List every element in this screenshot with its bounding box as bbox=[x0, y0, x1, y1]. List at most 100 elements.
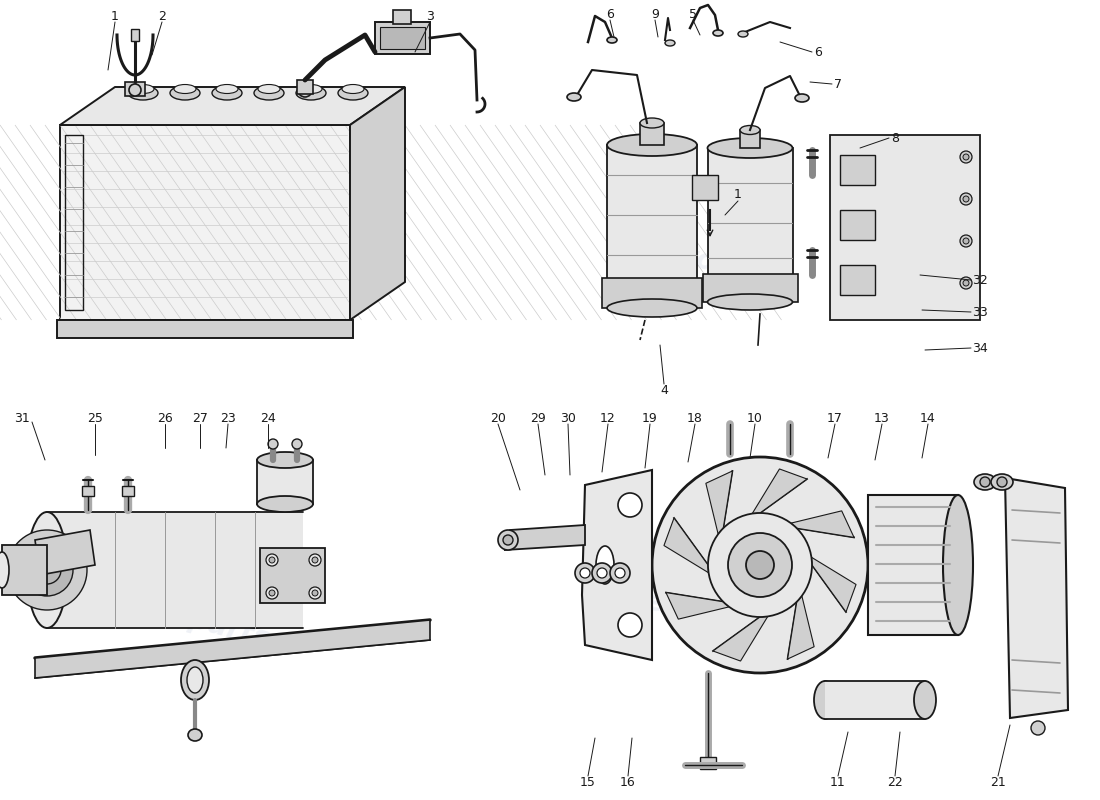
Polygon shape bbox=[666, 593, 729, 619]
Ellipse shape bbox=[666, 40, 675, 46]
Polygon shape bbox=[60, 87, 405, 125]
Ellipse shape bbox=[740, 126, 760, 134]
Circle shape bbox=[503, 535, 513, 545]
Circle shape bbox=[618, 493, 642, 517]
Text: 3: 3 bbox=[426, 10, 433, 22]
Circle shape bbox=[997, 477, 1006, 487]
Text: 19: 19 bbox=[642, 411, 658, 425]
Polygon shape bbox=[57, 320, 353, 338]
Ellipse shape bbox=[132, 85, 154, 94]
Ellipse shape bbox=[216, 85, 238, 94]
Circle shape bbox=[708, 513, 812, 617]
Text: 33: 33 bbox=[972, 306, 988, 318]
Ellipse shape bbox=[128, 86, 158, 100]
Ellipse shape bbox=[257, 452, 314, 468]
Circle shape bbox=[618, 613, 642, 637]
Text: 25: 25 bbox=[87, 411, 103, 425]
Circle shape bbox=[270, 557, 275, 563]
Bar bbox=[740, 130, 760, 148]
Text: europarts: europarts bbox=[118, 232, 273, 298]
Circle shape bbox=[33, 556, 60, 584]
Circle shape bbox=[498, 530, 518, 550]
Text: 16: 16 bbox=[620, 775, 636, 789]
Text: 18: 18 bbox=[688, 411, 703, 425]
Circle shape bbox=[962, 196, 969, 202]
Ellipse shape bbox=[707, 294, 792, 310]
Circle shape bbox=[309, 587, 321, 599]
Text: 13: 13 bbox=[874, 411, 890, 425]
Circle shape bbox=[597, 568, 607, 578]
Polygon shape bbox=[35, 620, 430, 678]
Bar bbox=[692, 175, 718, 200]
Ellipse shape bbox=[300, 85, 322, 94]
Text: 15: 15 bbox=[580, 775, 596, 789]
Ellipse shape bbox=[914, 681, 936, 719]
Circle shape bbox=[575, 563, 595, 583]
Bar bbox=[297, 80, 313, 94]
Bar bbox=[607, 145, 697, 290]
Text: 27: 27 bbox=[192, 411, 208, 425]
Ellipse shape bbox=[607, 299, 697, 317]
Polygon shape bbox=[706, 471, 733, 534]
Circle shape bbox=[960, 151, 972, 163]
Circle shape bbox=[580, 568, 590, 578]
Text: 11: 11 bbox=[830, 775, 846, 789]
Circle shape bbox=[7, 530, 87, 610]
Circle shape bbox=[652, 457, 868, 673]
Ellipse shape bbox=[26, 512, 67, 628]
Ellipse shape bbox=[296, 86, 326, 100]
Ellipse shape bbox=[640, 118, 664, 128]
Text: 5: 5 bbox=[689, 7, 697, 21]
Bar bbox=[82, 486, 94, 496]
Polygon shape bbox=[47, 512, 303, 628]
Polygon shape bbox=[788, 596, 814, 659]
Circle shape bbox=[312, 590, 318, 596]
Bar bbox=[840, 210, 874, 240]
Polygon shape bbox=[791, 511, 854, 538]
Bar bbox=[700, 757, 716, 769]
Polygon shape bbox=[1005, 478, 1068, 718]
Text: 23: 23 bbox=[220, 411, 235, 425]
Text: 6: 6 bbox=[606, 7, 614, 21]
Text: 14: 14 bbox=[920, 411, 936, 425]
Circle shape bbox=[746, 551, 774, 579]
Text: 1: 1 bbox=[111, 10, 119, 22]
Circle shape bbox=[960, 277, 972, 289]
Ellipse shape bbox=[607, 279, 697, 301]
Circle shape bbox=[960, 193, 972, 205]
Bar bbox=[60, 125, 350, 320]
Text: 1: 1 bbox=[734, 189, 741, 202]
Bar bbox=[640, 123, 664, 145]
Circle shape bbox=[615, 568, 625, 578]
Ellipse shape bbox=[212, 86, 242, 100]
Ellipse shape bbox=[188, 729, 202, 741]
Text: 6: 6 bbox=[814, 46, 822, 58]
Circle shape bbox=[270, 590, 275, 596]
Ellipse shape bbox=[974, 474, 996, 490]
Circle shape bbox=[962, 238, 969, 244]
Text: 21: 21 bbox=[990, 775, 1005, 789]
Ellipse shape bbox=[596, 546, 614, 584]
Bar bbox=[830, 135, 980, 320]
Text: 29: 29 bbox=[530, 411, 546, 425]
Ellipse shape bbox=[182, 660, 209, 700]
Bar bbox=[375, 22, 430, 54]
Text: europarts: europarts bbox=[118, 586, 273, 654]
Ellipse shape bbox=[223, 512, 287, 628]
Polygon shape bbox=[812, 558, 856, 612]
Circle shape bbox=[266, 554, 278, 566]
Polygon shape bbox=[505, 525, 585, 550]
Ellipse shape bbox=[174, 85, 196, 94]
Circle shape bbox=[309, 554, 321, 566]
Text: 30: 30 bbox=[560, 411, 576, 425]
Bar bbox=[260, 548, 324, 603]
Ellipse shape bbox=[342, 85, 364, 94]
Ellipse shape bbox=[607, 134, 697, 156]
Polygon shape bbox=[713, 617, 768, 661]
Ellipse shape bbox=[943, 495, 974, 635]
Circle shape bbox=[21, 544, 73, 596]
Text: 10: 10 bbox=[747, 411, 763, 425]
Bar bbox=[65, 135, 82, 310]
Text: 22: 22 bbox=[887, 775, 903, 789]
Circle shape bbox=[960, 235, 972, 247]
